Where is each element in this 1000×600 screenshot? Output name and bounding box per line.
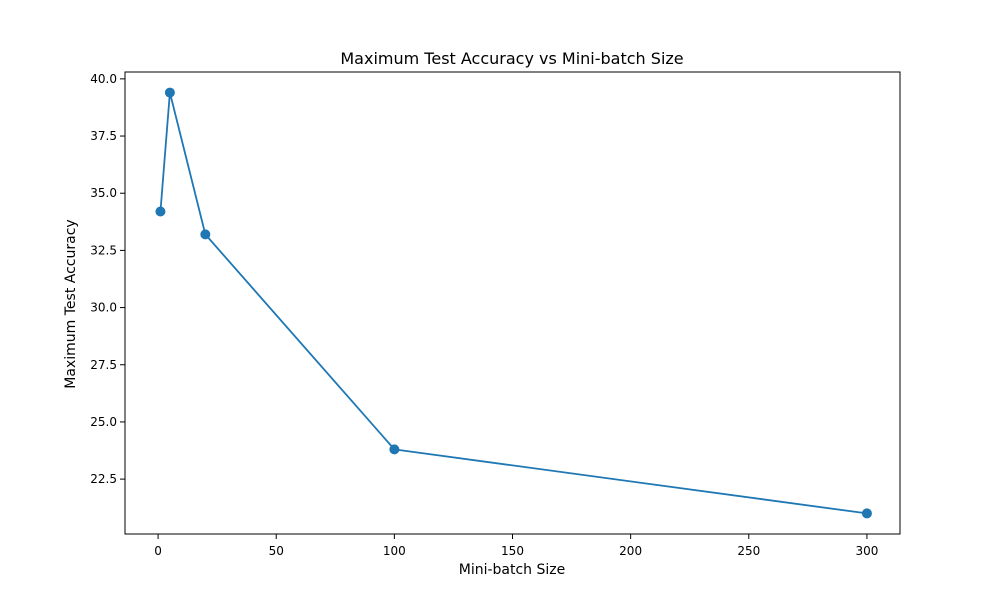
data-point	[389, 444, 400, 455]
x-tick-label: 200	[619, 544, 642, 558]
y-tick-label: 32.5	[90, 243, 117, 257]
y-tick-label: 27.5	[90, 358, 117, 372]
data-point	[155, 206, 166, 217]
series-line	[159, 91, 868, 515]
x-tick-label: 0	[154, 544, 162, 558]
data-point	[200, 229, 211, 240]
x-tick-label: 250	[737, 544, 760, 558]
x-tick-label: 100	[383, 544, 406, 558]
plot-layer: 0 50 100 150 200 250 300 22.5 25.0 27.5 30.0 32.5 35…	[90, 72, 878, 558]
y-tick-label: 40.0	[90, 72, 117, 86]
y-tick-label: 22.5	[90, 472, 117, 486]
x-axis-label: Mini-batch Size	[459, 562, 566, 578]
data-point	[164, 87, 175, 98]
y-tick-label: 35.0	[90, 186, 117, 200]
y-tick-label: 37.5	[90, 129, 117, 143]
plot-frame	[124, 71, 901, 535]
y-axis-label: Maximum Test Accuracy	[63, 219, 79, 388]
x-tick-label: 50	[269, 544, 284, 558]
x-tick-label: 300	[855, 544, 878, 558]
y-tick-label: 25.0	[90, 415, 117, 429]
chart-title: Maximum Test Accuracy vs Mini-batch Size	[340, 49, 683, 68]
x-tick-label: 150	[501, 544, 524, 558]
y-tick-label: 30.0	[90, 301, 117, 315]
data-point	[861, 508, 872, 519]
